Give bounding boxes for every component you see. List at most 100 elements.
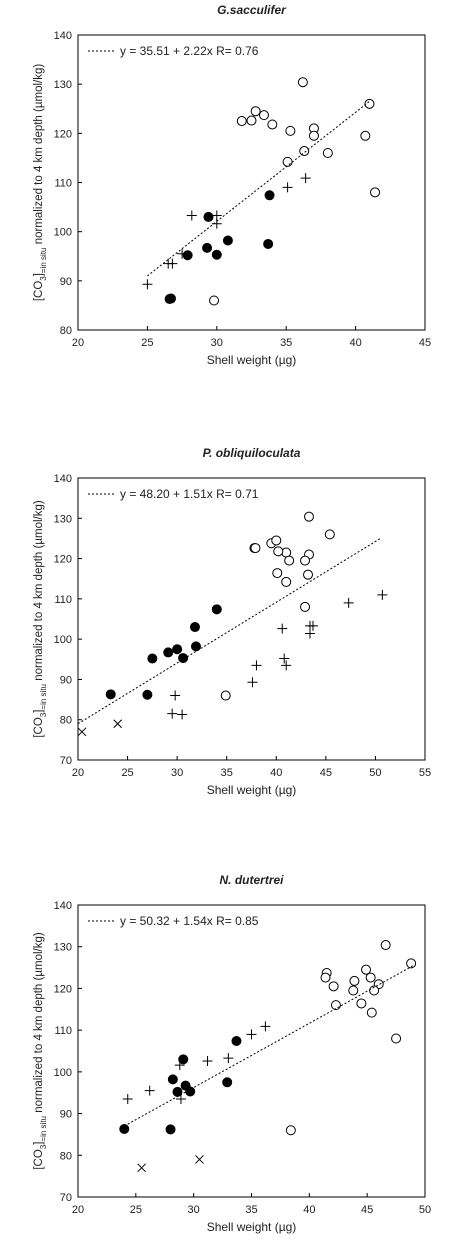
filled-circle-point xyxy=(222,235,233,246)
filled-circle-point xyxy=(165,293,176,304)
annotation: y = 48.20 + 1.51x R= 0.71 xyxy=(120,487,259,501)
filled-circle-point xyxy=(263,238,274,249)
x-axis-label: Shell weight (µg) xyxy=(207,783,297,797)
open-circle-point xyxy=(330,1000,341,1011)
open-circle-point xyxy=(285,1125,296,1136)
y-tick-label: 120 xyxy=(54,983,72,995)
open-circle-point xyxy=(364,98,375,109)
filled-circle-point xyxy=(178,653,189,664)
x-tick-label: 40 xyxy=(303,1204,315,1216)
plus-point xyxy=(277,623,288,634)
x-tick-label: 35 xyxy=(245,1204,257,1216)
y-axis-label-part: =in situ xyxy=(39,247,48,273)
open-circle-point xyxy=(369,985,380,996)
plus-point xyxy=(144,1085,155,1096)
y-axis-label: [CO3]=in situ normalized to 4 km depth (… xyxy=(33,500,48,738)
y-axis-label-part: normalized to 4 km depth (µmol/kg) xyxy=(33,932,45,1116)
filled-circle-point xyxy=(165,1124,176,1135)
y-tick-label: 70 xyxy=(60,1192,72,1204)
x-tick-label: 20 xyxy=(72,767,84,779)
y-axis-label-part: [CO xyxy=(33,281,45,302)
open-circle-point xyxy=(285,125,296,136)
annotation: y = 50.32 + 1.54x R= 0.85 xyxy=(120,914,259,928)
open-circle-point xyxy=(209,295,220,306)
y-tick-label: 80 xyxy=(60,1150,72,1162)
open-circle-point xyxy=(349,975,360,986)
plot-frame xyxy=(77,34,426,331)
plus-point xyxy=(174,1060,185,1071)
plus-point xyxy=(304,620,315,631)
filled-circle-point xyxy=(105,689,116,700)
filled-circle-point xyxy=(185,1086,196,1097)
open-circle-point xyxy=(300,601,311,612)
x-tick-label: 20 xyxy=(72,1204,84,1216)
open-circle-point xyxy=(300,555,311,566)
plus-point xyxy=(122,1093,133,1104)
y-tick-label: 140 xyxy=(54,473,72,485)
open-circle-point xyxy=(304,511,315,522)
filled-circle-point xyxy=(163,647,174,658)
filled-circle-point xyxy=(202,242,213,253)
y-tick-label: 90 xyxy=(60,276,72,288)
y-axis-label: [CO3]=in situ normalized to 4 km depth (… xyxy=(33,64,48,302)
cross-point xyxy=(77,727,87,737)
x-tick-label: 30 xyxy=(211,337,223,349)
filled-circle-point xyxy=(147,653,158,664)
y-axis-label-part: 3 xyxy=(39,276,48,281)
plus-point xyxy=(186,210,197,221)
y-axis-label-part: [CO xyxy=(33,717,45,738)
open-circle-point xyxy=(308,130,319,141)
x-tick-label: 30 xyxy=(188,1204,200,1216)
y-axis-label-part: ] xyxy=(33,710,45,713)
plus-point xyxy=(300,173,311,184)
x-tick-label: 25 xyxy=(121,767,133,779)
plus-point xyxy=(202,1056,213,1067)
y-axis-label-part: 3 xyxy=(39,712,48,717)
cross-point xyxy=(195,1155,204,1164)
plot-frame xyxy=(77,477,426,761)
y-axis-label-part: ] xyxy=(33,273,45,276)
filled-circle-point xyxy=(203,211,214,222)
open-circle-point xyxy=(348,985,359,996)
plus-point xyxy=(282,182,293,193)
open-circle-point xyxy=(220,690,231,701)
open-circle-point xyxy=(299,146,310,157)
plus-point xyxy=(167,258,178,269)
open-circle-point xyxy=(273,546,284,557)
chart-title: G.sacculifer xyxy=(217,3,287,17)
open-circle-point xyxy=(303,569,314,580)
plus-point xyxy=(167,708,178,719)
plus-point xyxy=(170,690,181,701)
cross-point xyxy=(113,719,123,729)
filled-circle-point xyxy=(119,1124,130,1135)
plus-point xyxy=(223,1053,234,1064)
open-circle-point xyxy=(284,555,295,566)
open-circle-point xyxy=(380,940,391,951)
x-tick-label: 50 xyxy=(369,767,381,779)
y-axis-label-part: normalized to 4 km depth (µmol/kg) xyxy=(33,64,45,248)
x-tick-label: 55 xyxy=(419,767,431,779)
plus-point xyxy=(281,660,292,671)
filled-circle-point xyxy=(167,1074,178,1085)
open-circle-point xyxy=(391,1033,402,1044)
filled-circle-point xyxy=(231,1035,242,1046)
plus-point xyxy=(177,709,188,720)
y-tick-label: 90 xyxy=(60,674,72,686)
open-circle-point xyxy=(370,187,381,198)
filled-circle-point xyxy=(142,689,153,700)
x-tick-label: 25 xyxy=(141,337,153,349)
y-tick-label: 110 xyxy=(54,1025,72,1037)
plot-frame xyxy=(77,904,426,1198)
open-circle-point xyxy=(246,115,257,126)
trend-line xyxy=(147,100,370,277)
chart-title: P. obliquiloculata xyxy=(203,446,301,460)
filled-circle-point xyxy=(172,644,183,655)
open-circle-point xyxy=(250,106,261,117)
open-circle-point xyxy=(271,535,282,546)
y-tick-label: 140 xyxy=(54,900,72,912)
filled-circle-point xyxy=(190,641,201,652)
filled-circle-point xyxy=(264,190,275,201)
y-tick-label: 80 xyxy=(60,715,72,727)
open-circle-point xyxy=(267,119,278,130)
